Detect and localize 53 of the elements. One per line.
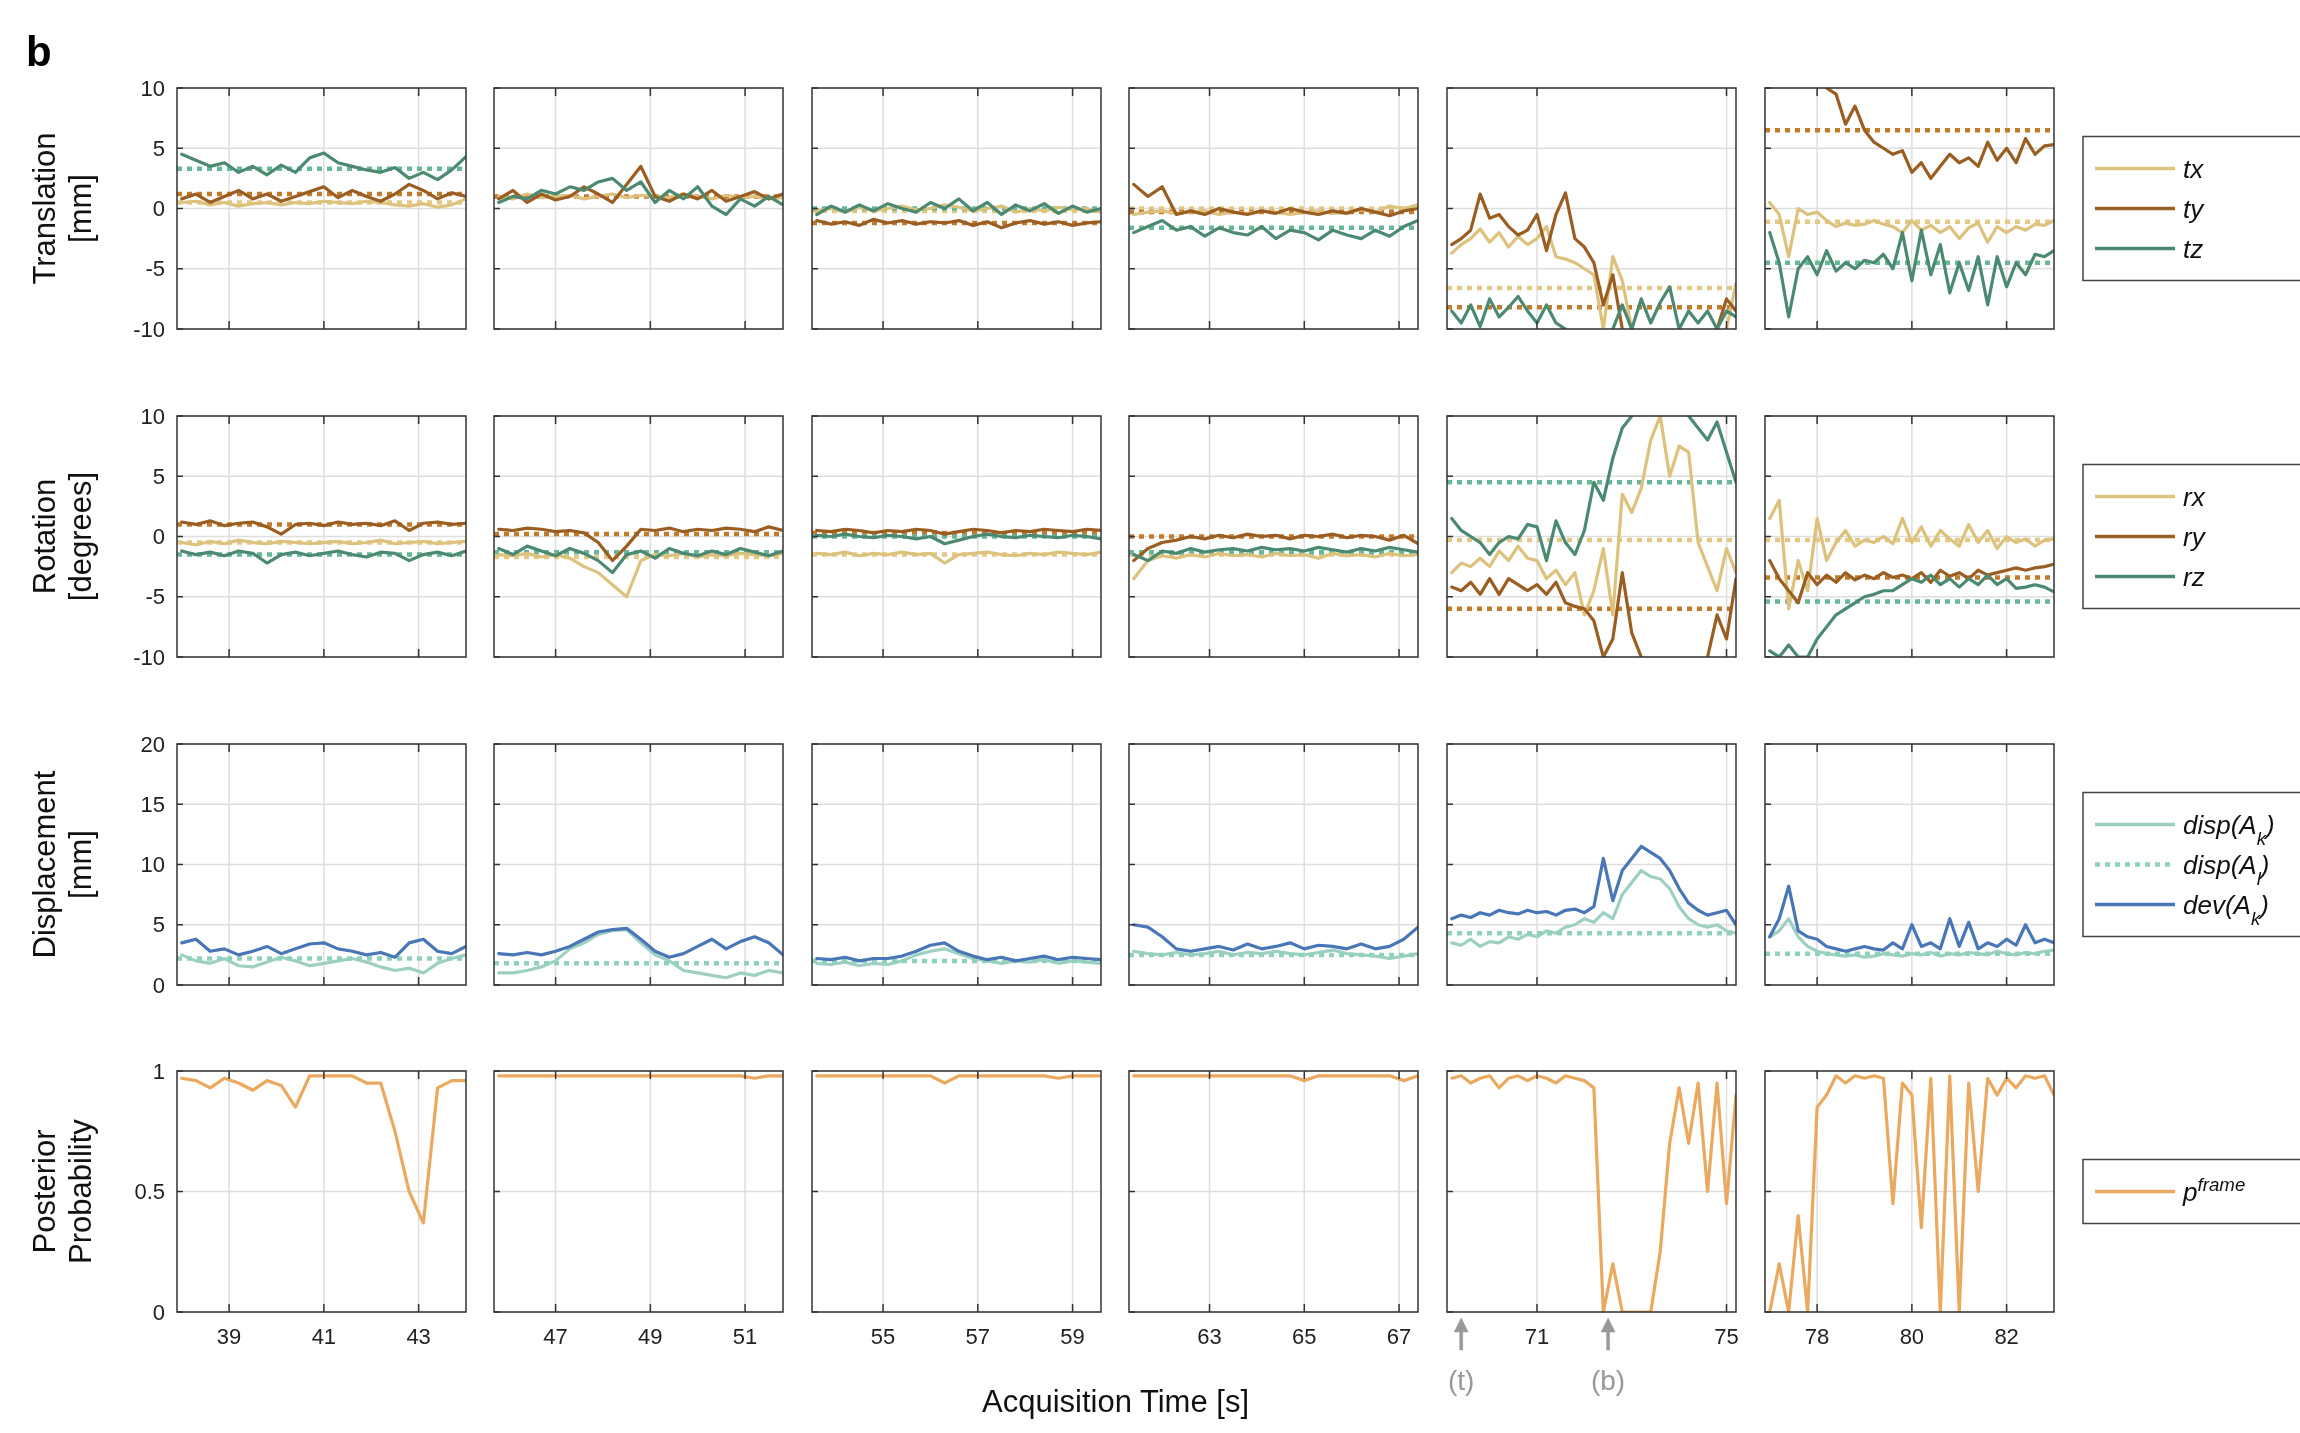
y-tick-label: 5 — [152, 463, 165, 489]
legend-label: tz — [2183, 233, 2204, 264]
x-axis-title: Acquisition Time [s] — [981, 1384, 1250, 1419]
legend-label: ry — [2183, 521, 2207, 552]
y-tick-label: 15 — [140, 791, 165, 817]
x-tick-label: 82 — [1994, 1324, 2019, 1349]
legend-label: rz — [2183, 561, 2205, 592]
legend-label: tx — [2183, 153, 2205, 184]
y-tick-label: 0 — [152, 972, 165, 998]
x-tick-label: 63 — [1197, 1324, 1222, 1349]
x-tick-label: 43 — [406, 1324, 431, 1349]
y-tick-label: 0 — [152, 196, 165, 222]
legend-label: p$^{frame}$ — [2182, 1173, 2246, 1207]
x-tick-label: 49 — [638, 1324, 663, 1349]
x-tick-label: 59 — [1060, 1324, 1085, 1349]
x-tick-label: 51 — [732, 1324, 758, 1349]
x-tick-label: 65 — [1292, 1324, 1317, 1349]
y-tick-label: 1 — [152, 1058, 165, 1084]
y-tick-label: 0.5 — [134, 1179, 165, 1205]
x-tick-label: 67 — [1386, 1324, 1412, 1349]
y-tick-label: 0 — [152, 524, 165, 550]
y-tick-label: 5 — [152, 135, 165, 161]
ref-line-label: (t) — [1447, 1365, 1475, 1396]
x-tick-label: 80 — [1899, 1324, 1925, 1349]
x-tick-label: 75 — [1714, 1324, 1739, 1349]
legend-label: dev(A$_{k}$) — [2183, 889, 2269, 929]
x-tick-label: 71 — [1524, 1324, 1550, 1349]
x-tick-label: 55 — [870, 1324, 896, 1349]
y-tick-label: 0 — [152, 1299, 165, 1325]
text: b — [26, 28, 52, 75]
y-tick-label: 20 — [140, 731, 165, 757]
y-axis-title: Rotation [degrees] — [27, 471, 98, 602]
y-axis-title: Displacement [mm] — [27, 770, 98, 959]
ref-line-label: (b) — [1590, 1365, 1626, 1396]
x-tick-label: 41 — [311, 1324, 337, 1349]
x-tick-label: 57 — [965, 1324, 991, 1349]
legend-label: disp(A$_{l}$) — [2183, 849, 2270, 889]
legend-label: disp(A$_{k}$) — [2183, 809, 2275, 849]
y-axis-title: Translation [mm] — [27, 132, 98, 285]
y-tick-label: -5 — [145, 256, 165, 282]
y-tick-label: 10 — [140, 75, 165, 101]
x-tick-label: 78 — [1804, 1324, 1830, 1349]
y-tick-label: -10 — [133, 644, 165, 670]
x-tick-label: 47 — [543, 1324, 568, 1349]
y-tick-label: 10 — [140, 852, 165, 878]
y-tick-label: 5 — [152, 912, 165, 938]
y-tick-label: -10 — [133, 316, 165, 342]
x-tick-label: 39 — [216, 1324, 242, 1349]
legend-label: rx — [2183, 481, 2206, 512]
legend-label: ty — [2183, 193, 2206, 224]
y-axis-title: Posterior Probability — [27, 1118, 98, 1264]
y-tick-label: -5 — [145, 584, 165, 610]
y-tick-label: 10 — [140, 403, 165, 429]
